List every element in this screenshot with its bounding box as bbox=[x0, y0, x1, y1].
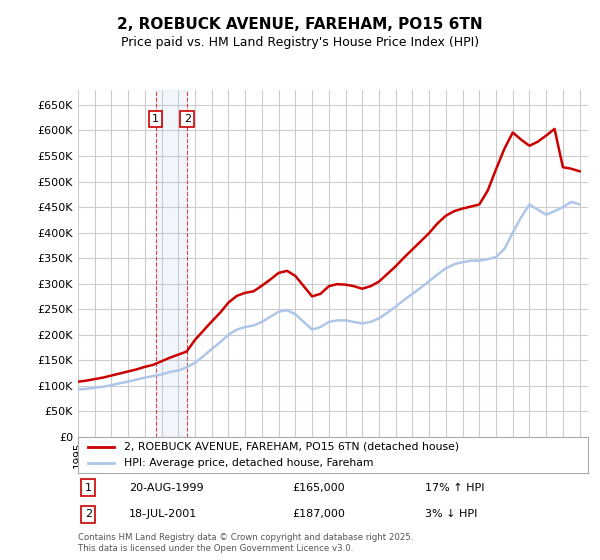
Text: 1: 1 bbox=[152, 114, 159, 124]
Text: 2: 2 bbox=[184, 114, 191, 124]
Text: HPI: Average price, detached house, Fareham: HPI: Average price, detached house, Fare… bbox=[124, 458, 373, 468]
Text: Price paid vs. HM Land Registry's House Price Index (HPI): Price paid vs. HM Land Registry's House … bbox=[121, 36, 479, 49]
Text: 2, ROEBUCK AVENUE, FAREHAM, PO15 6TN: 2, ROEBUCK AVENUE, FAREHAM, PO15 6TN bbox=[117, 17, 483, 32]
Text: 2, ROEBUCK AVENUE, FAREHAM, PO15 6TN (detached house): 2, ROEBUCK AVENUE, FAREHAM, PO15 6TN (de… bbox=[124, 442, 459, 452]
Text: £187,000: £187,000 bbox=[292, 509, 345, 519]
Text: Contains HM Land Registry data © Crown copyright and database right 2025.
This d: Contains HM Land Registry data © Crown c… bbox=[78, 533, 413, 553]
Text: 17% ↑ HPI: 17% ↑ HPI bbox=[425, 483, 484, 493]
Text: 3% ↓ HPI: 3% ↓ HPI bbox=[425, 509, 477, 519]
Text: £165,000: £165,000 bbox=[292, 483, 345, 493]
Bar bbox=[155, 90, 187, 437]
Text: 1: 1 bbox=[85, 483, 92, 493]
Text: 18-JUL-2001: 18-JUL-2001 bbox=[129, 509, 197, 519]
Text: 20-AUG-1999: 20-AUG-1999 bbox=[129, 483, 203, 493]
Text: 2: 2 bbox=[85, 509, 92, 519]
